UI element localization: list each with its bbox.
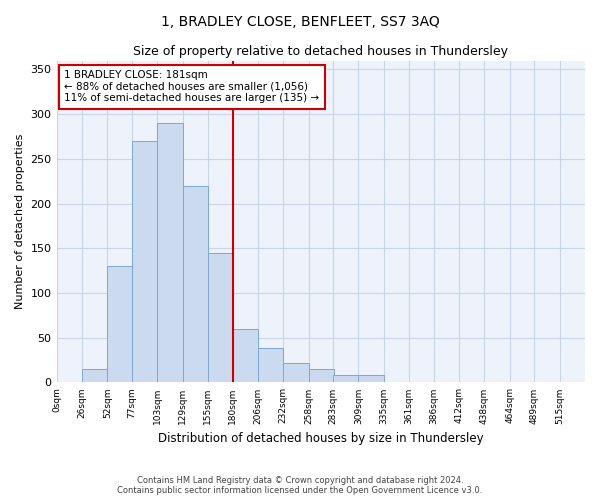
Bar [283, 363, 308, 382]
Bar [258, 348, 283, 382]
Bar [182, 186, 208, 382]
Bar [232, 329, 258, 382]
Bar [308, 369, 334, 382]
Text: 1 BRADLEY CLOSE: 181sqm
← 88% of detached houses are smaller (1,056)
11% of semi: 1 BRADLEY CLOSE: 181sqm ← 88% of detache… [64, 70, 320, 103]
Bar [132, 141, 157, 382]
Bar [208, 253, 233, 382]
Bar [157, 123, 182, 382]
Bar [82, 369, 107, 382]
Bar [107, 266, 133, 382]
Bar [333, 376, 358, 382]
Text: 1, BRADLEY CLOSE, BENFLEET, SS7 3AQ: 1, BRADLEY CLOSE, BENFLEET, SS7 3AQ [161, 15, 439, 29]
Bar [358, 376, 384, 382]
Y-axis label: Number of detached properties: Number of detached properties [15, 134, 25, 309]
Text: Contains HM Land Registry data © Crown copyright and database right 2024.
Contai: Contains HM Land Registry data © Crown c… [118, 476, 482, 495]
Title: Size of property relative to detached houses in Thundersley: Size of property relative to detached ho… [133, 45, 508, 58]
X-axis label: Distribution of detached houses by size in Thundersley: Distribution of detached houses by size … [158, 432, 484, 445]
